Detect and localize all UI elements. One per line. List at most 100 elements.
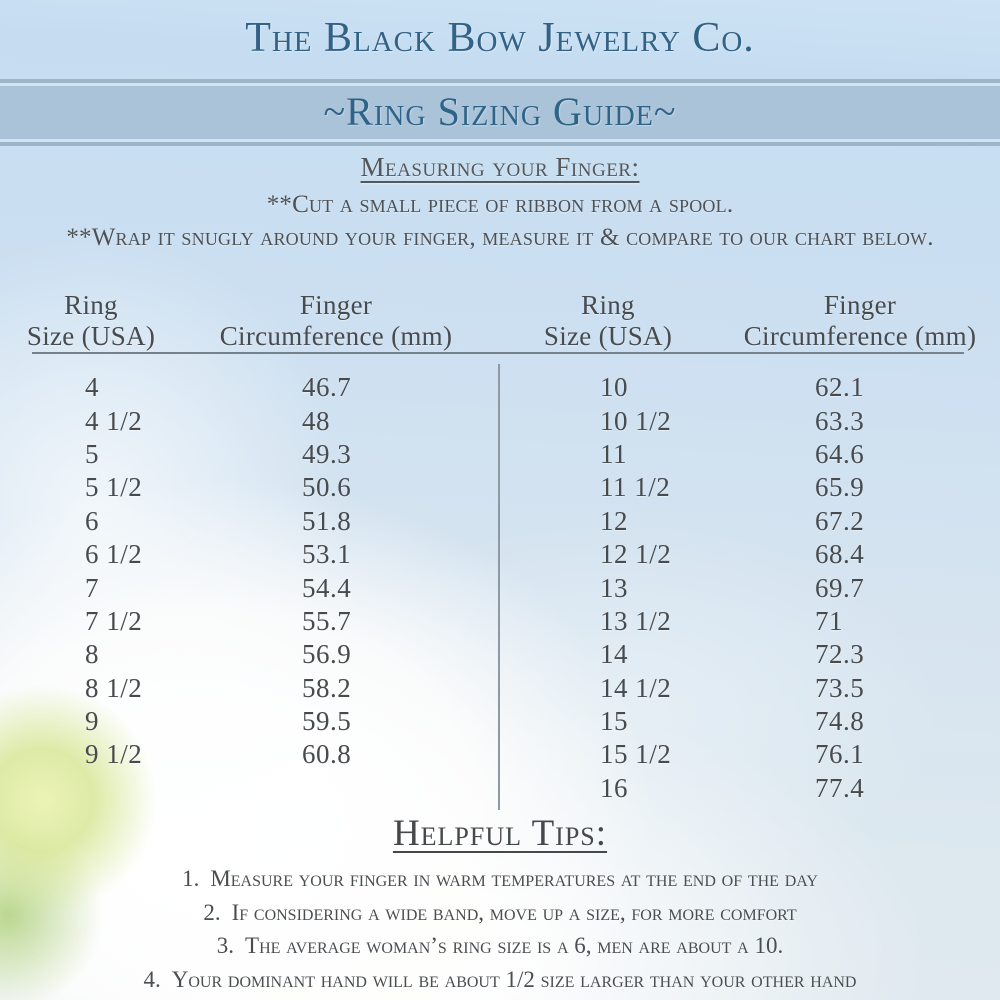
- table-row: 4 46.7: [85, 371, 351, 404]
- instruction-line-2: **Wrap it snugly around your finger, mea…: [66, 224, 934, 251]
- table-row: 12 67.2: [600, 505, 864, 538]
- circumference-cell: 64.6: [815, 438, 865, 469]
- tip-text: The average woman’s ring size is a 6, me…: [245, 933, 784, 958]
- ring-size-cell: 11 1/2: [600, 472, 671, 503]
- table-row: 13 69.7: [600, 571, 864, 604]
- column-header-line: Ring: [64, 290, 118, 320]
- ring-size-cell: 6: [85, 505, 99, 536]
- table-row: 6 51.8: [85, 505, 351, 538]
- ring-size-cell: 8 1/2: [85, 672, 143, 703]
- ring-size-cell: 5: [85, 438, 99, 469]
- table-row: 13 1/2 71: [600, 605, 864, 638]
- column-header-line: Finger: [299, 290, 373, 320]
- table-row: 14 72.3: [600, 638, 864, 671]
- circumference-cell: 62.1: [815, 372, 865, 403]
- column-header-ring-size-left: Ring Size (USA): [27, 290, 155, 352]
- table-row: 8 56.9: [85, 638, 351, 671]
- instruction-line-1: **Cut a small piece of ribbon from a spo…: [266, 191, 734, 218]
- circumference-cell: 53.1: [302, 539, 352, 570]
- circumference-cell: 76.1: [815, 739, 865, 770]
- tip-number: 1.: [182, 866, 200, 891]
- column-header-line: Size (USA): [543, 321, 673, 351]
- table-row: 11 64.6: [600, 438, 864, 471]
- tips-heading: Helpful Tips:: [392, 813, 608, 854]
- table-row: 10 1/2 63.3: [600, 404, 864, 437]
- ring-size-cell: 8: [85, 639, 99, 670]
- circumference-cell: 73.5: [815, 672, 865, 703]
- ring-size-cell: 13 1/2: [600, 605, 672, 636]
- column-header-line: Circumference (mm): [219, 321, 453, 351]
- ring-size-cell: 4: [85, 372, 99, 403]
- tip-item: 3. The average woman’s ring size is a 6, …: [0, 929, 1000, 963]
- ring-size-cell: 7: [85, 572, 99, 603]
- ring-size-cell: 15 1/2: [600, 739, 672, 770]
- ring-size-cell: 7 1/2: [85, 605, 143, 636]
- circumference-cell: 59.5: [302, 706, 352, 737]
- tip-number: 3.: [216, 933, 235, 958]
- table-row: 7 1/2 55.7: [85, 605, 351, 638]
- table-row: 5 49.3: [85, 438, 351, 471]
- circumference-cell: 69.7: [815, 572, 865, 603]
- table-header-rule: [32, 352, 964, 354]
- circumference-cell: 67.2: [815, 505, 865, 536]
- ring-size-cell: 13: [600, 572, 628, 603]
- ring-size-cell: 14: [600, 639, 628, 670]
- ring-size-cell: 14 1/2: [600, 672, 672, 703]
- circumference-cell: 77.4: [815, 772, 865, 803]
- tip-item: 2. If considering a wide band, move up a …: [0, 896, 1000, 930]
- column-header-line: Finger: [823, 290, 897, 320]
- table-row: 16 77.4: [600, 772, 864, 805]
- tip-text: If considering a wide band, move up a si…: [231, 899, 797, 925]
- tip-item: 1. Measure your finger in warm temperatur…: [0, 862, 1000, 896]
- ring-size-cell: 6 1/2: [85, 539, 143, 570]
- table-row: 15 1/2 76.1: [600, 738, 864, 771]
- circumference-cell: 56.9: [302, 639, 352, 670]
- ring-size-table-left: 4 46.7 4 1/2 48 5 49.3 5 1/2 50.6 6 51.8 6 1/…: [85, 371, 351, 772]
- ring-size-cell: 15: [600, 706, 628, 737]
- table-row: 11 1/2 65.9: [600, 471, 864, 504]
- circumference-cell: 46.7: [302, 372, 352, 403]
- table-row: 4 1/2 48: [85, 404, 351, 437]
- ring-size-cell: 10 1/2: [600, 405, 672, 436]
- column-header-line: Circumference (mm): [743, 321, 977, 351]
- column-header-circumference-right: Finger Circumference (mm): [744, 290, 977, 352]
- circumference-cell: 68.4: [815, 539, 865, 570]
- column-header-line: Size (USA): [26, 321, 156, 351]
- tip-text: Measure your finger in warm temperatures…: [210, 866, 818, 891]
- column-header-line: Ring: [581, 290, 635, 320]
- table-row: 12 1/2 68.4: [600, 538, 864, 571]
- table-row: 10 62.1: [600, 371, 864, 404]
- measuring-instructions: Measuring your Finger: **Cut a small pie…: [0, 152, 1000, 254]
- table-row: 5 1/2 50.6: [85, 471, 351, 504]
- ring-size-cell: 12: [600, 505, 628, 536]
- ring-size-cell: 10: [600, 372, 628, 403]
- ring-size-cell: 9 1/2: [85, 739, 143, 770]
- column-header-ring-size-right: Ring Size (USA): [544, 290, 672, 352]
- ring-sizing-guide-banner: ~Ring Sizing Guide~: [0, 79, 1000, 146]
- table-row: 7 54.4: [85, 571, 351, 604]
- tip-number: 4.: [143, 966, 161, 992]
- table-row: 15 74.8: [600, 705, 864, 738]
- circumference-cell: 58.2: [302, 672, 352, 703]
- circumference-cell: 50.6: [302, 472, 352, 503]
- ring-size-cell: 11: [600, 438, 627, 469]
- ring-size-cell: 9: [85, 706, 99, 737]
- instructions-heading: Measuring your Finger:: [360, 152, 640, 182]
- banner-title: ~Ring Sizing Guide~: [323, 89, 677, 134]
- ring-size-table-right: 10 62.1 10 1/2 63.3 11 64.6 11 1/2 65.9 12 67…: [600, 371, 864, 805]
- table-row: 8 1/2 58.2: [85, 672, 351, 705]
- table-row: 6 1/2 53.1: [85, 538, 351, 571]
- tip-number: 2.: [203, 899, 221, 925]
- ring-size-cell: 5 1/2: [85, 472, 143, 503]
- circumference-cell: 51.8: [302, 505, 352, 536]
- tip-text: Your dominant hand will be about 1/2 siz…: [171, 966, 857, 992]
- circumference-cell: 54.4: [302, 572, 352, 603]
- circumference-cell: 55.7: [302, 605, 352, 636]
- ring-size-cell: 4 1/2: [85, 405, 143, 436]
- tips-heading-row: Helpful Tips:: [0, 812, 1000, 862]
- tip-item: 4. Your dominant hand will be about 1/2 s…: [0, 963, 1000, 997]
- table-row: 14 1/2 73.5: [600, 672, 864, 705]
- ring-size-cell: 12 1/2: [600, 539, 672, 570]
- circumference-cell: 60.8: [302, 739, 352, 770]
